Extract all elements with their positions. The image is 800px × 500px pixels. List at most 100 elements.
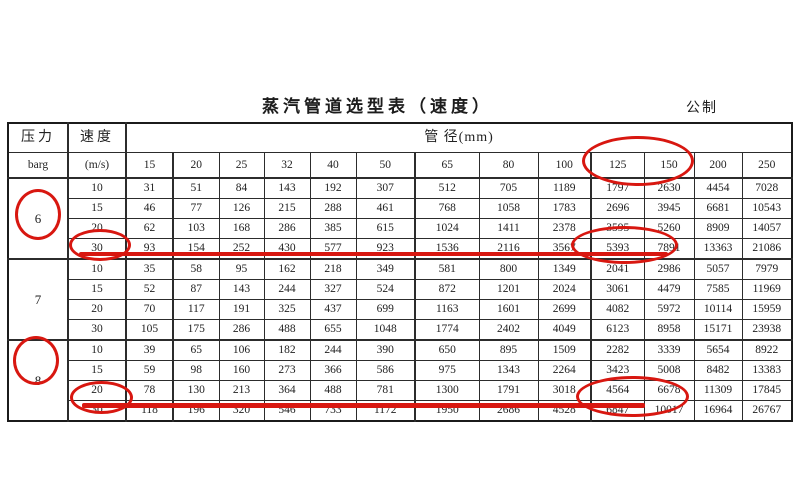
speed-cell-p6-s10: 10 (67, 177, 127, 199)
pressure-cell-6: 6 (7, 177, 69, 260)
value-p6-s20-dn40: 385 (309, 218, 357, 239)
value-p7-s20-dn65: 1163 (414, 299, 480, 320)
value-p7-s10-dn150: 2986 (643, 258, 695, 280)
value-p7-s20-dn125: 4082 (590, 299, 645, 320)
data-row-p6-s20: 20 62 103 168 286 385 615 1024 1411 2378 3595 5260 8… (8, 218, 793, 239)
value-p6-s20-dn250: 14057 (741, 218, 793, 239)
value-p7-s20-dn25: 191 (218, 299, 265, 320)
value-p8-s30-dn150: 10017 (643, 400, 695, 422)
value-p8-s30-dn80: 2686 (478, 400, 539, 422)
value-p8-s20-dn80: 1791 (478, 380, 539, 401)
value-p6-s10-dn20: 51 (172, 177, 220, 199)
value-p7-s30-dn150: 8958 (643, 319, 695, 341)
page-title: 蒸汽管道选型表（速度） (262, 97, 493, 116)
value-p7-s15-dn50: 524 (355, 279, 416, 300)
value-p6-s20-dn50: 615 (355, 218, 416, 239)
header-row-labels: 压力 速度管 径(mm) (7, 122, 793, 153)
dn-header-250: 250 (741, 152, 793, 179)
value-p6-s20-dn150: 5260 (643, 218, 695, 239)
value-p8-s30-dn250: 26767 (741, 400, 793, 422)
value-p6-s30-dn20: 154 (172, 238, 220, 260)
speed-cell-p8-s10: 10 (67, 339, 127, 361)
value-p7-s20-dn150: 5972 (643, 299, 695, 320)
value-p6-s10-dn50: 307 (355, 177, 416, 199)
data-row-p6-s30: 30 93 154 252 430 577 923 1536 2116 3567 5393 7891 1… (8, 238, 793, 260)
value-p8-s15-dn80: 1343 (478, 360, 539, 381)
data-row-p8-s15: 15 59 98 160 273 366 586 975 1343 2264 3423 5008 848… (8, 360, 793, 381)
value-p6-s30-dn40: 577 (309, 238, 357, 260)
value-p7-s30-dn40: 655 (309, 319, 357, 341)
speed-cell-p7-s10: 10 (67, 258, 127, 280)
value-p8-s15-dn50: 586 (355, 360, 416, 381)
value-p7-s20-dn250: 15959 (741, 299, 793, 320)
pressure-cell-7: 7 (7, 258, 69, 341)
value-p7-s15-dn80: 1201 (478, 279, 539, 300)
speed-cell-p7-s30: 30 (67, 319, 127, 341)
value-p6-s30-dn32: 430 (263, 238, 311, 260)
value-p6-s15-dn50: 461 (355, 198, 416, 219)
value-p8-s30-dn32: 546 (263, 400, 311, 422)
value-p7-s15-dn125: 3061 (590, 279, 645, 300)
value-p8-s30-dn100: 4528 (537, 400, 592, 422)
value-p6-s30-dn25: 252 (218, 238, 265, 260)
value-p6-s10-dn25: 84 (218, 177, 265, 199)
value-p8-s10-dn200: 5654 (693, 339, 743, 361)
value-p8-s10-dn80: 895 (478, 339, 539, 361)
value-p7-s10-dn250: 7979 (741, 258, 793, 280)
value-p8-s10-dn25: 106 (218, 339, 265, 361)
value-p7-s20-dn100: 2699 (537, 299, 592, 320)
value-p7-s10-dn40: 218 (309, 258, 357, 280)
value-p6-s30-dn50: 923 (355, 238, 416, 260)
speed-cell-p6-s20: 20 (67, 218, 127, 239)
value-p7-s15-dn32: 244 (263, 279, 311, 300)
dn-header-150: 150 (643, 152, 695, 179)
value-p6-s30-dn250: 21086 (741, 238, 793, 260)
value-p8-s20-dn150: 6678 (643, 380, 695, 401)
speed-cell-p8-s15: 15 (67, 360, 127, 381)
value-p6-s15-dn125: 2696 (590, 198, 645, 219)
value-p6-s10-dn40: 192 (309, 177, 357, 199)
value-p8-s30-dn200: 16964 (693, 400, 743, 422)
value-p8-s10-dn50: 390 (355, 339, 416, 361)
value-p7-s20-dn40: 437 (309, 299, 357, 320)
value-p6-s20-dn65: 1024 (414, 218, 480, 239)
value-p7-s15-dn65: 872 (414, 279, 480, 300)
value-p7-s15-dn150: 4479 (643, 279, 695, 300)
value-p7-s20-dn15: 70 (125, 299, 174, 320)
value-p6-s10-dn65: 512 (414, 177, 480, 199)
value-p7-s10-dn100: 1349 (537, 258, 592, 280)
value-p7-s15-dn25: 143 (218, 279, 265, 300)
value-p8-s15-dn20: 98 (172, 360, 220, 381)
value-p8-s20-dn50: 781 (355, 380, 416, 401)
value-p6-s15-dn32: 215 (263, 198, 311, 219)
value-p7-s15-dn20: 87 (172, 279, 220, 300)
data-row-p6-s10: 6 10 31 51 84 143 192 307 512 705 1189 1797 2630 4454… (7, 177, 793, 260)
value-p8-s20-dn15: 78 (125, 380, 174, 401)
value-p6-s20-dn25: 168 (218, 218, 265, 239)
value-p6-s20-dn20: 103 (172, 218, 220, 239)
value-p6-s10-dn150: 2630 (643, 177, 695, 199)
value-p7-s15-dn40: 327 (309, 279, 357, 300)
value-p6-s15-dn100: 1783 (537, 198, 592, 219)
dn-header-100: 100 (537, 152, 592, 179)
value-p6-s15-dn150: 3945 (643, 198, 695, 219)
value-p7-s10-dn65: 581 (414, 258, 480, 280)
value-p7-s10-dn80: 800 (478, 258, 539, 280)
value-p7-s10-dn200: 5057 (693, 258, 743, 280)
speed-column-header: 速度 (67, 122, 127, 153)
value-p6-s20-dn15: 62 (125, 218, 174, 239)
dn-header-25: 25 (218, 152, 265, 179)
data-row-p6-s15: 15 46 77 126 215 288 461 768 1058 1783 2696 3945 668… (8, 198, 793, 219)
value-p6-s30-dn15: 93 (125, 238, 174, 260)
value-p8-s20-dn40: 488 (309, 380, 357, 401)
speed-cell-p8-s30: 30 (67, 400, 127, 422)
value-p8-s20-dn200: 11309 (693, 380, 743, 401)
dn-header-50: 50 (355, 152, 416, 179)
value-p7-s20-dn200: 10114 (693, 299, 743, 320)
value-p6-s20-dn200: 8909 (693, 218, 743, 239)
value-p8-s10-dn250: 8922 (741, 339, 793, 361)
value-p6-s10-dn250: 7028 (741, 177, 793, 199)
value-p7-s20-dn32: 325 (263, 299, 311, 320)
value-p8-s10-dn100: 1509 (537, 339, 592, 361)
